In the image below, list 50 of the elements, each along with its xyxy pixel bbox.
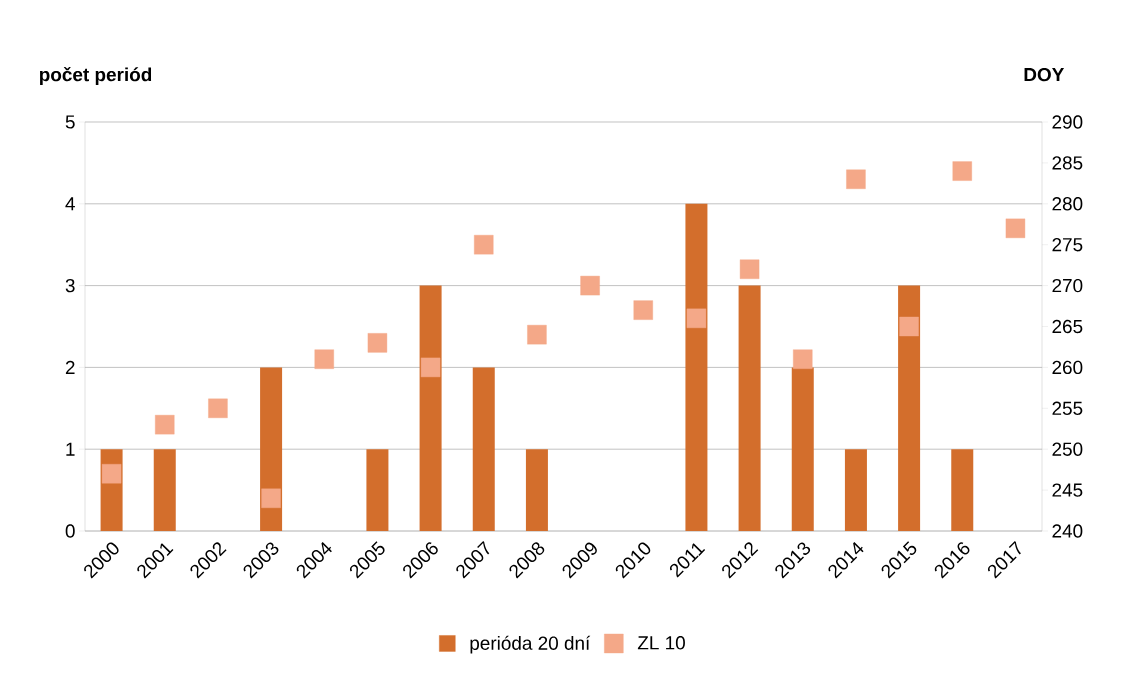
y2-tick-label: 255 bbox=[1052, 401, 1083, 415]
y2-tick-label: 260 bbox=[1052, 360, 1083, 375]
y2-axis-title: DOY bbox=[1024, 67, 1065, 82]
y-tick-label: 4 bbox=[65, 197, 75, 211]
point bbox=[633, 300, 653, 320]
bar bbox=[951, 449, 974, 531]
point bbox=[846, 169, 866, 189]
point bbox=[155, 414, 175, 435]
point bbox=[420, 357, 441, 378]
point bbox=[739, 259, 760, 279]
point bbox=[101, 464, 122, 484]
bar bbox=[366, 449, 389, 531]
bar bbox=[791, 367, 814, 531]
y2-tick-label: 280 bbox=[1052, 197, 1083, 211]
y2-tick-label: 285 bbox=[1052, 156, 1083, 170]
y2-tick-label: 265 bbox=[1052, 319, 1083, 334]
bar bbox=[419, 285, 442, 531]
bar bbox=[472, 367, 495, 531]
y-tick-label: 1 bbox=[66, 442, 75, 456]
point bbox=[367, 333, 388, 353]
point bbox=[1005, 218, 1026, 239]
point bbox=[686, 308, 707, 329]
y2-tick-label: 290 bbox=[1052, 115, 1083, 129]
y2-tick-label: 275 bbox=[1052, 238, 1083, 252]
legend-label: perióda 20 dní bbox=[470, 635, 591, 654]
y-tick-label: 3 bbox=[65, 278, 75, 293]
bar bbox=[525, 449, 548, 531]
bar bbox=[685, 203, 708, 531]
point bbox=[952, 161, 972, 181]
point bbox=[314, 349, 334, 369]
y-tick-label: 2 bbox=[65, 360, 75, 375]
point bbox=[527, 324, 547, 345]
point bbox=[261, 488, 281, 508]
bar bbox=[844, 449, 867, 531]
bar bbox=[153, 449, 176, 531]
legend-label: ZL 10 bbox=[637, 636, 685, 650]
y2-tick-label: 240 bbox=[1052, 524, 1083, 538]
point bbox=[208, 398, 228, 418]
y-tick-label: 5 bbox=[65, 115, 75, 129]
point bbox=[899, 316, 919, 337]
y2-tick-label: 250 bbox=[1052, 442, 1083, 456]
y2-tick-label: 245 bbox=[1052, 483, 1083, 497]
bar bbox=[738, 285, 761, 531]
y2-tick-label: 270 bbox=[1052, 278, 1083, 293]
point bbox=[580, 275, 600, 296]
bar bbox=[898, 285, 921, 531]
y-axis-title: počet periód bbox=[40, 66, 152, 86]
y-tick-label: 0 bbox=[65, 524, 75, 538]
point bbox=[793, 349, 813, 369]
point bbox=[474, 235, 494, 255]
